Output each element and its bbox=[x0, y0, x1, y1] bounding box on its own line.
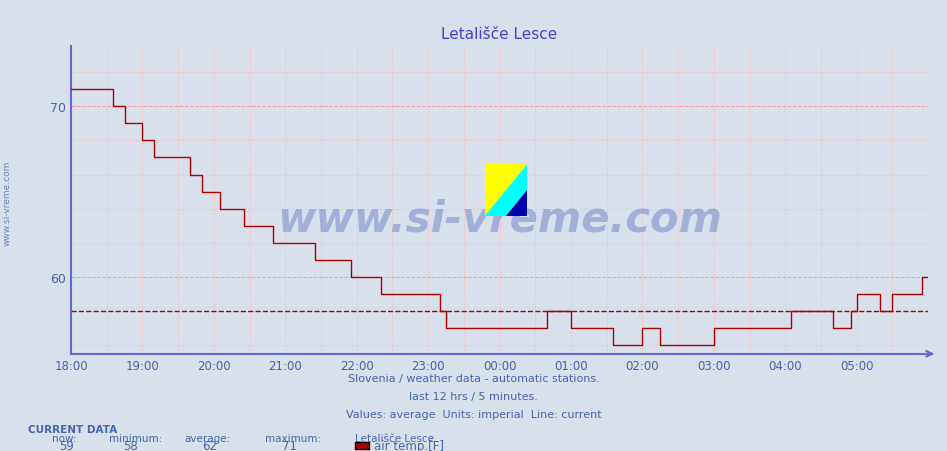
Text: maximum:: maximum: bbox=[265, 433, 321, 443]
Text: Slovenia / weather data - automatic stations.: Slovenia / weather data - automatic stat… bbox=[348, 373, 599, 383]
Polygon shape bbox=[485, 165, 527, 216]
Text: now:: now: bbox=[52, 433, 77, 443]
Text: www.si-vreme.com: www.si-vreme.com bbox=[3, 161, 12, 245]
Text: air temp.[F]: air temp.[F] bbox=[374, 439, 444, 451]
Text: 58: 58 bbox=[123, 439, 138, 451]
Polygon shape bbox=[507, 190, 527, 216]
Text: last 12 hrs / 5 minutes.: last 12 hrs / 5 minutes. bbox=[409, 391, 538, 401]
Title: Letališče Lesce: Letališče Lesce bbox=[441, 27, 558, 42]
Text: Values: average  Units: imperial  Line: current: Values: average Units: imperial Line: cu… bbox=[346, 409, 601, 419]
Text: 71: 71 bbox=[282, 439, 297, 451]
Text: 62: 62 bbox=[202, 439, 217, 451]
Text: 59: 59 bbox=[59, 439, 74, 451]
Text: Letališče Lesce: Letališče Lesce bbox=[355, 433, 434, 443]
Polygon shape bbox=[485, 165, 527, 216]
Text: www.si-vreme.com: www.si-vreme.com bbox=[277, 198, 722, 240]
Text: CURRENT DATA: CURRENT DATA bbox=[28, 424, 117, 434]
Text: average:: average: bbox=[185, 433, 231, 443]
Text: minimum:: minimum: bbox=[109, 433, 162, 443]
